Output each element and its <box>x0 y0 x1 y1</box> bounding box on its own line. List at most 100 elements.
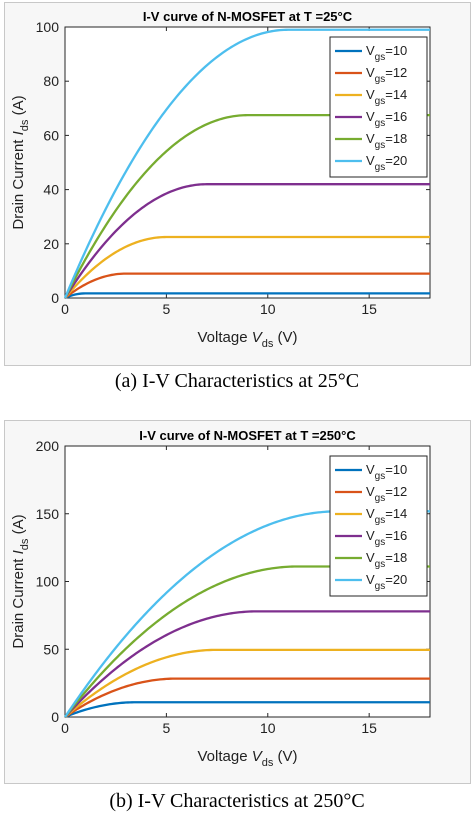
y-tick-label: 60 <box>43 127 59 143</box>
caption-a: (a) I-V Characteristics at 25°C <box>114 370 360 392</box>
legend-label-sub: gs <box>375 493 386 504</box>
y-tick-label: 100 <box>36 574 60 590</box>
x-tick-label: 15 <box>361 720 377 736</box>
y-tick-label: 200 <box>36 438 60 454</box>
x-axis-label-var: V <box>252 748 264 765</box>
legend-label-sub: gs <box>375 537 386 548</box>
legend-label-sub: gs <box>375 162 386 173</box>
legend-label-sub: gs <box>375 118 386 129</box>
legend-label-value: =10 <box>385 43 407 58</box>
series-line-vgs16 <box>64 183 430 299</box>
y-axis-label-main: Drain Current <box>10 554 27 648</box>
y-tick-label: 40 <box>43 182 59 198</box>
y-tick-label: 50 <box>43 641 59 657</box>
legend-label-value: =18 <box>385 131 407 146</box>
legend-label: Vgs=12 <box>366 65 407 85</box>
caption-b: (b) I-V Characteristics at 250°C <box>109 790 365 812</box>
y-axis-label-var: I <box>10 550 27 554</box>
legend-label-value: =20 <box>385 572 407 587</box>
legend-label: Vgs=16 <box>366 528 407 548</box>
legend-label-value: =14 <box>385 87 407 102</box>
x-tick-label: 5 <box>162 720 170 736</box>
legend-label: Vgs=10 <box>366 462 407 482</box>
legend-label: Vgs=12 <box>366 484 407 504</box>
legend-label-value: =10 <box>385 462 407 477</box>
chart-panel-a: I-V curve of N-MOSFET at T =25°C 0 5 10 15 0 2… <box>0 0 474 395</box>
y-axis-label: Drain Current Ids (A) <box>10 95 31 229</box>
y-axis-label-var: I <box>10 131 27 135</box>
legend-label-sub: gs <box>375 140 386 151</box>
y-axis-label-sub: ds <box>19 538 31 550</box>
legend-label-value: =18 <box>385 550 407 565</box>
legend-label: Vgs=18 <box>366 550 407 570</box>
chart-title: I-V curve of N-MOSFET at T =250°C <box>139 428 356 443</box>
x-tick-label: 10 <box>260 301 276 317</box>
x-axis-label-sub: ds <box>262 757 274 769</box>
legend-label: Vgs=18 <box>366 131 407 151</box>
x-tick-label: 0 <box>61 301 69 317</box>
legend-label-sub: gs <box>375 96 386 107</box>
y-tick-label: 80 <box>43 73 59 89</box>
legend-label-sub: gs <box>375 74 386 85</box>
y-axis-label-unit: (A) <box>10 514 27 538</box>
legend-label-value: =12 <box>385 484 407 499</box>
x-axis-label-unit: (V) <box>273 329 297 346</box>
x-axis-label: Voltage Vds (V) <box>197 329 297 350</box>
y-axis-label-main: Drain Current <box>10 135 27 229</box>
series-line-vgs12 <box>64 677 430 718</box>
chart-b: I-V curve of N-MOSFET at T =250°C 0 5 10 15 0… <box>10 428 431 769</box>
legend-label-var: V <box>366 506 375 521</box>
y-tick-label: 0 <box>51 709 59 725</box>
x-tick-label: 5 <box>162 301 170 317</box>
x-tick-label: 10 <box>260 720 276 736</box>
series-line-vgs14 <box>64 235 430 299</box>
y-tick-label: 100 <box>36 19 60 35</box>
legend-label-var: V <box>366 572 375 587</box>
x-tick-label: 15 <box>361 301 377 317</box>
legend-label-var: V <box>366 109 375 124</box>
x-axis-label-sub: ds <box>262 338 274 350</box>
y-axis-label: Drain Current Ids (A) <box>10 514 31 648</box>
x-axis-label-unit: (V) <box>273 748 297 765</box>
x-axis-label-main: Voltage <box>197 329 251 346</box>
series-line-vgs14 <box>64 648 430 718</box>
legend-label: Vgs=10 <box>366 43 407 63</box>
legend-label-value: =16 <box>385 528 407 543</box>
series-line-vgs10 <box>64 701 430 719</box>
legend-label-var: V <box>366 43 375 58</box>
legend-label-sub: gs <box>375 581 386 592</box>
series-line-vgs16 <box>64 610 430 718</box>
legend-label: Vgs=14 <box>366 87 407 107</box>
legend-box <box>329 455 428 597</box>
legend-label: Vgs=20 <box>366 572 407 592</box>
x-axis-label-main: Voltage <box>197 748 251 765</box>
legend-label-var: V <box>366 528 375 543</box>
legend-label-var: V <box>366 65 375 80</box>
legend-label-sub: gs <box>375 471 386 482</box>
y-axis-label-unit: (A) <box>10 95 27 119</box>
legend-label-value: =12 <box>385 65 407 80</box>
legend-label-sub: gs <box>375 559 386 570</box>
legend-label: Vgs=16 <box>366 109 407 129</box>
chart-a: I-V curve of N-MOSFET at T =25°C 0 5 10 15 0 2… <box>10 9 431 350</box>
x-axis-label: Voltage Vds (V) <box>197 748 297 769</box>
x-tick-label: 0 <box>61 720 69 736</box>
legend-label-var: V <box>366 462 375 477</box>
legend-box <box>329 36 428 178</box>
legend-label-var: V <box>366 484 375 499</box>
series-line-vgs10 <box>64 292 430 300</box>
chart-title: I-V curve of N-MOSFET at T =25°C <box>143 9 353 24</box>
legend-label-var: V <box>366 87 375 102</box>
legend-label-var: V <box>366 153 375 168</box>
legend-label: Vgs=20 <box>366 153 407 173</box>
legend-label-var: V <box>366 131 375 146</box>
y-axis-label-sub: ds <box>19 119 31 131</box>
legend-label-var: V <box>366 550 375 565</box>
legend-label-sub: gs <box>375 515 386 526</box>
y-tick-label: 0 <box>51 290 59 306</box>
legend-label-value: =14 <box>385 506 407 521</box>
legend-label-value: =16 <box>385 109 407 124</box>
chart-panel-b: I-V curve of N-MOSFET at T =250°C 0 5 10 15 0… <box>0 418 474 816</box>
x-axis-label-var: V <box>252 329 264 346</box>
series-line-vgs20 <box>63 28 430 299</box>
